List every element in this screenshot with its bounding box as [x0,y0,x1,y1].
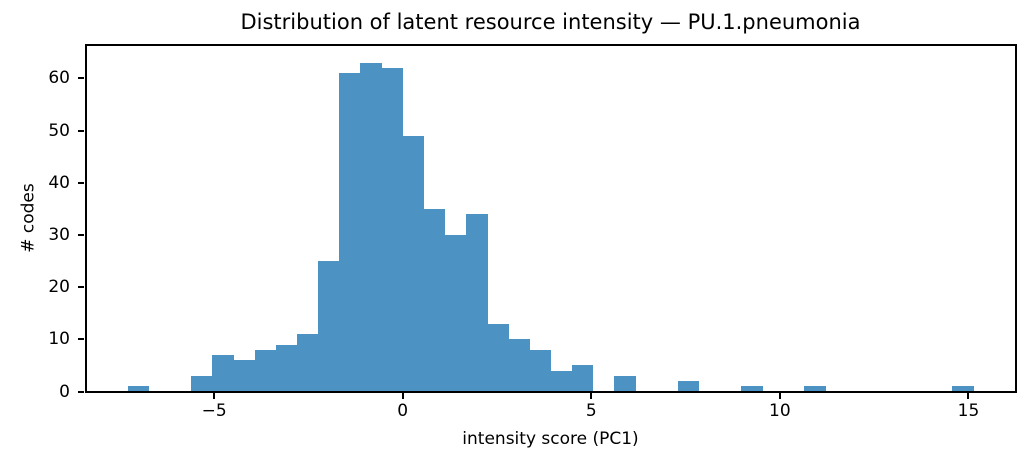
histogram-bar [614,375,636,392]
histogram-bar [677,381,700,392]
x-tick-mark [778,392,781,399]
y-tick-label: 30 [48,224,70,245]
histogram-bar [952,386,974,392]
x-tick-label: −5 [201,401,227,421]
histogram-bar [571,365,594,392]
y-tick-mark [78,390,84,393]
histogram-bar [275,344,298,392]
histogram-bar [212,354,234,392]
y-tick-mark [78,77,84,80]
x-tick-label: 0 [397,401,409,421]
histogram-bar [804,386,826,392]
y-tick-mark [78,129,84,132]
y-tick-mark [78,338,84,341]
histogram-bar [360,62,382,392]
x-tick-label: 15 [957,401,980,421]
histogram-bar [402,135,425,392]
histogram-bar [381,67,404,392]
histogram-bar [508,339,530,392]
histogram-bar [423,208,446,392]
histogram-bar [466,214,488,392]
y-tick-label: 50 [48,120,70,141]
x-tick-mark [401,392,404,399]
y-tick-label: 40 [48,172,70,193]
x-tick-mark [967,392,970,399]
y-tick-label: 60 [48,68,70,89]
histogram-bar [445,234,467,392]
histogram-bar [529,349,552,392]
histogram-bar [550,370,573,392]
x-tick-label: 10 [769,401,791,421]
histogram-bar [254,349,277,392]
histogram-bar [127,386,150,392]
histogram-bar [741,386,763,392]
histogram-bar [339,73,361,392]
x-axis-label: intensity score (PC1) [462,429,639,449]
x-tick-label: 5 [585,401,597,421]
histogram-bar [318,261,340,392]
histogram-bar [191,375,213,392]
y-tick-mark [78,286,84,289]
histogram-bar [233,360,256,392]
x-tick-mark [590,392,593,399]
y-tick-label: 20 [48,277,70,298]
plot-area [84,43,1017,393]
y-tick-mark [78,181,84,184]
histogram-bar [487,323,509,392]
histogram-bar [297,334,319,392]
chart-title: Distribution of latent resource intensit… [240,10,861,34]
y-tick-label: 0 [59,381,70,402]
y-tick-label: 10 [48,329,70,350]
y-tick-mark [78,233,84,236]
x-tick-mark [213,392,216,399]
